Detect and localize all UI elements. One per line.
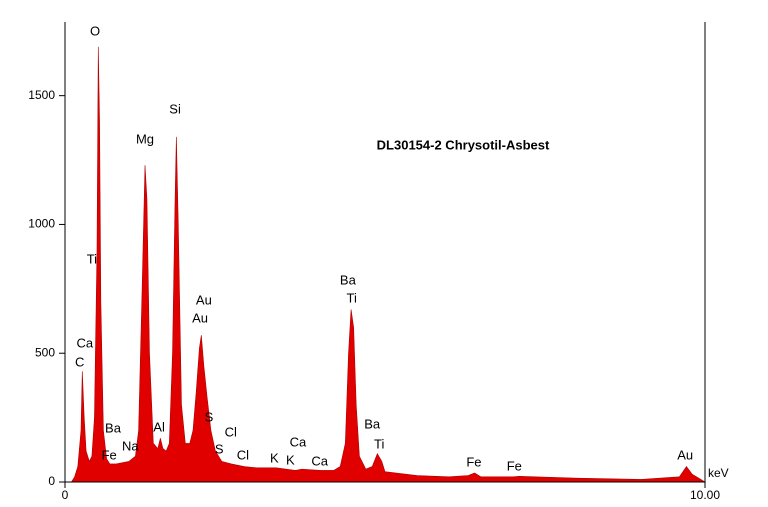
element-label: Ba <box>364 417 381 432</box>
y-tick-label: 0 <box>48 474 55 488</box>
element-label: Au <box>192 310 208 325</box>
element-label: C <box>75 354 84 369</box>
element-label: Si <box>169 102 181 117</box>
element-label: Ca <box>77 335 94 350</box>
spectrum-area <box>65 46 707 483</box>
y-tick-label: 1000 <box>28 217 55 231</box>
element-label: S <box>215 442 224 457</box>
element-label: Na <box>122 438 139 453</box>
element-label: Ba <box>105 420 122 435</box>
element-label: O <box>90 23 100 38</box>
element-label: Cl <box>237 447 249 462</box>
element-label: Mg <box>136 131 154 146</box>
element-label: K <box>286 453 295 468</box>
element-label: Fe <box>507 458 522 473</box>
element-label: S <box>205 410 214 425</box>
element-label: Ba <box>340 273 357 288</box>
element-label: Ca <box>290 435 307 450</box>
y-tick-label: 500 <box>35 345 55 359</box>
element-label: Ti <box>347 291 357 306</box>
element-label: Fe <box>102 447 117 462</box>
element-label: Au <box>677 447 693 462</box>
element-label: Fe <box>466 454 481 469</box>
element-label: K <box>270 451 279 466</box>
element-label: Ti <box>87 251 97 266</box>
x-tick-label: 10.00 <box>690 488 720 502</box>
chart-title: DL30154-2 Chrysotil-Asbest <box>377 137 550 152</box>
x-tick-label: 0 <box>62 488 69 502</box>
element-label: Ca <box>311 453 328 468</box>
element-label: Al <box>153 419 165 434</box>
y-tick-label: 1500 <box>28 88 55 102</box>
element-label: Au <box>196 292 212 307</box>
element-label: Ti <box>374 436 384 451</box>
element-label: Cl <box>225 425 237 440</box>
x-axis-label: keV <box>708 466 729 480</box>
